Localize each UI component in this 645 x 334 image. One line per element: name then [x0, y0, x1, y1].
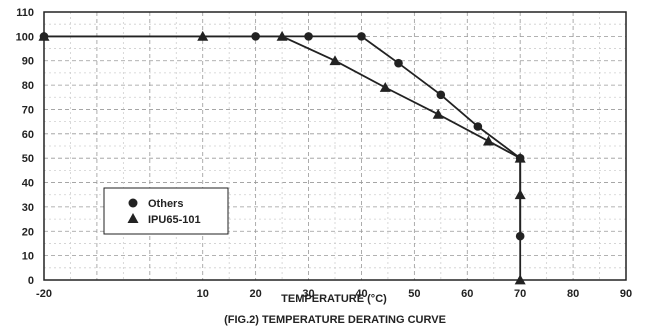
legend-triangle-marker: [127, 213, 139, 223]
point-ipu65-101: [38, 30, 50, 41]
point-ipu65-101: [514, 189, 526, 200]
legend-circle-marker: [128, 198, 138, 208]
point-others: [473, 122, 483, 131]
x-axis-title: TEMPERATURE (°C): [281, 293, 387, 305]
point-others: [436, 90, 446, 100]
y-tick-label: 90: [22, 56, 34, 68]
point-others: [394, 58, 403, 68]
point-ipu65-101: [514, 152, 526, 163]
x-tick-label: 90: [620, 288, 632, 300]
y-tick-label: 40: [22, 178, 34, 190]
series-line-ipu65-101: [44, 35, 522, 280]
point-ipu65-101: [329, 55, 341, 66]
point-ipu65-101: [197, 30, 209, 41]
point-others: [304, 32, 313, 41]
series-layer: [38, 30, 526, 285]
tick-labels: 0 10 20 30 40 50 60 70 80 90 100 110 -20 10 20 30 40 50 60…: [16, 7, 632, 300]
point-ipu65-101: [379, 82, 391, 92]
x-tick-label: 40: [355, 288, 367, 300]
legend-label-ipu65-101: IPU65-101: [148, 214, 201, 226]
y-tick-label: 30: [22, 202, 34, 214]
x-tick-label: 80: [567, 288, 579, 300]
y-tick-label: 100: [16, 31, 34, 43]
grid-lines: [43, 11, 627, 281]
x-tick-label: -20: [36, 288, 52, 300]
x-tick-label: 50: [408, 288, 420, 300]
x-tick-label: 70: [514, 288, 526, 300]
y-tick-label: 10: [22, 251, 34, 263]
plot-area-frame: [43, 11, 627, 281]
x-tick-label: 10: [197, 288, 209, 300]
legend-label-others: Others: [148, 198, 183, 210]
y-tick-label: 70: [22, 104, 34, 116]
y-tick-label: 110: [16, 7, 34, 19]
point-ipu65-101: [482, 135, 494, 146]
x-tick-label: 30: [302, 288, 314, 300]
y-tick-label: 50: [22, 153, 34, 165]
y-tick-label: 0: [28, 275, 34, 287]
legend: Others IPU65-101: [103, 187, 229, 235]
y-tick-label: 80: [22, 80, 34, 92]
point-others: [357, 32, 366, 41]
y-tick-label: 60: [22, 129, 34, 141]
y-tick-label: 20: [22, 226, 34, 238]
chart-title: (FIG.2) TEMPERATURE DERATING CURVE: [224, 314, 446, 326]
point-ipu65-101: [276, 30, 288, 41]
x-tick-label: 60: [461, 288, 473, 300]
legend-box: [103, 187, 229, 235]
point-ipu65-101: [514, 274, 526, 285]
point-ipu65-101: [432, 108, 444, 119]
x-tick-label: 20: [250, 288, 262, 300]
